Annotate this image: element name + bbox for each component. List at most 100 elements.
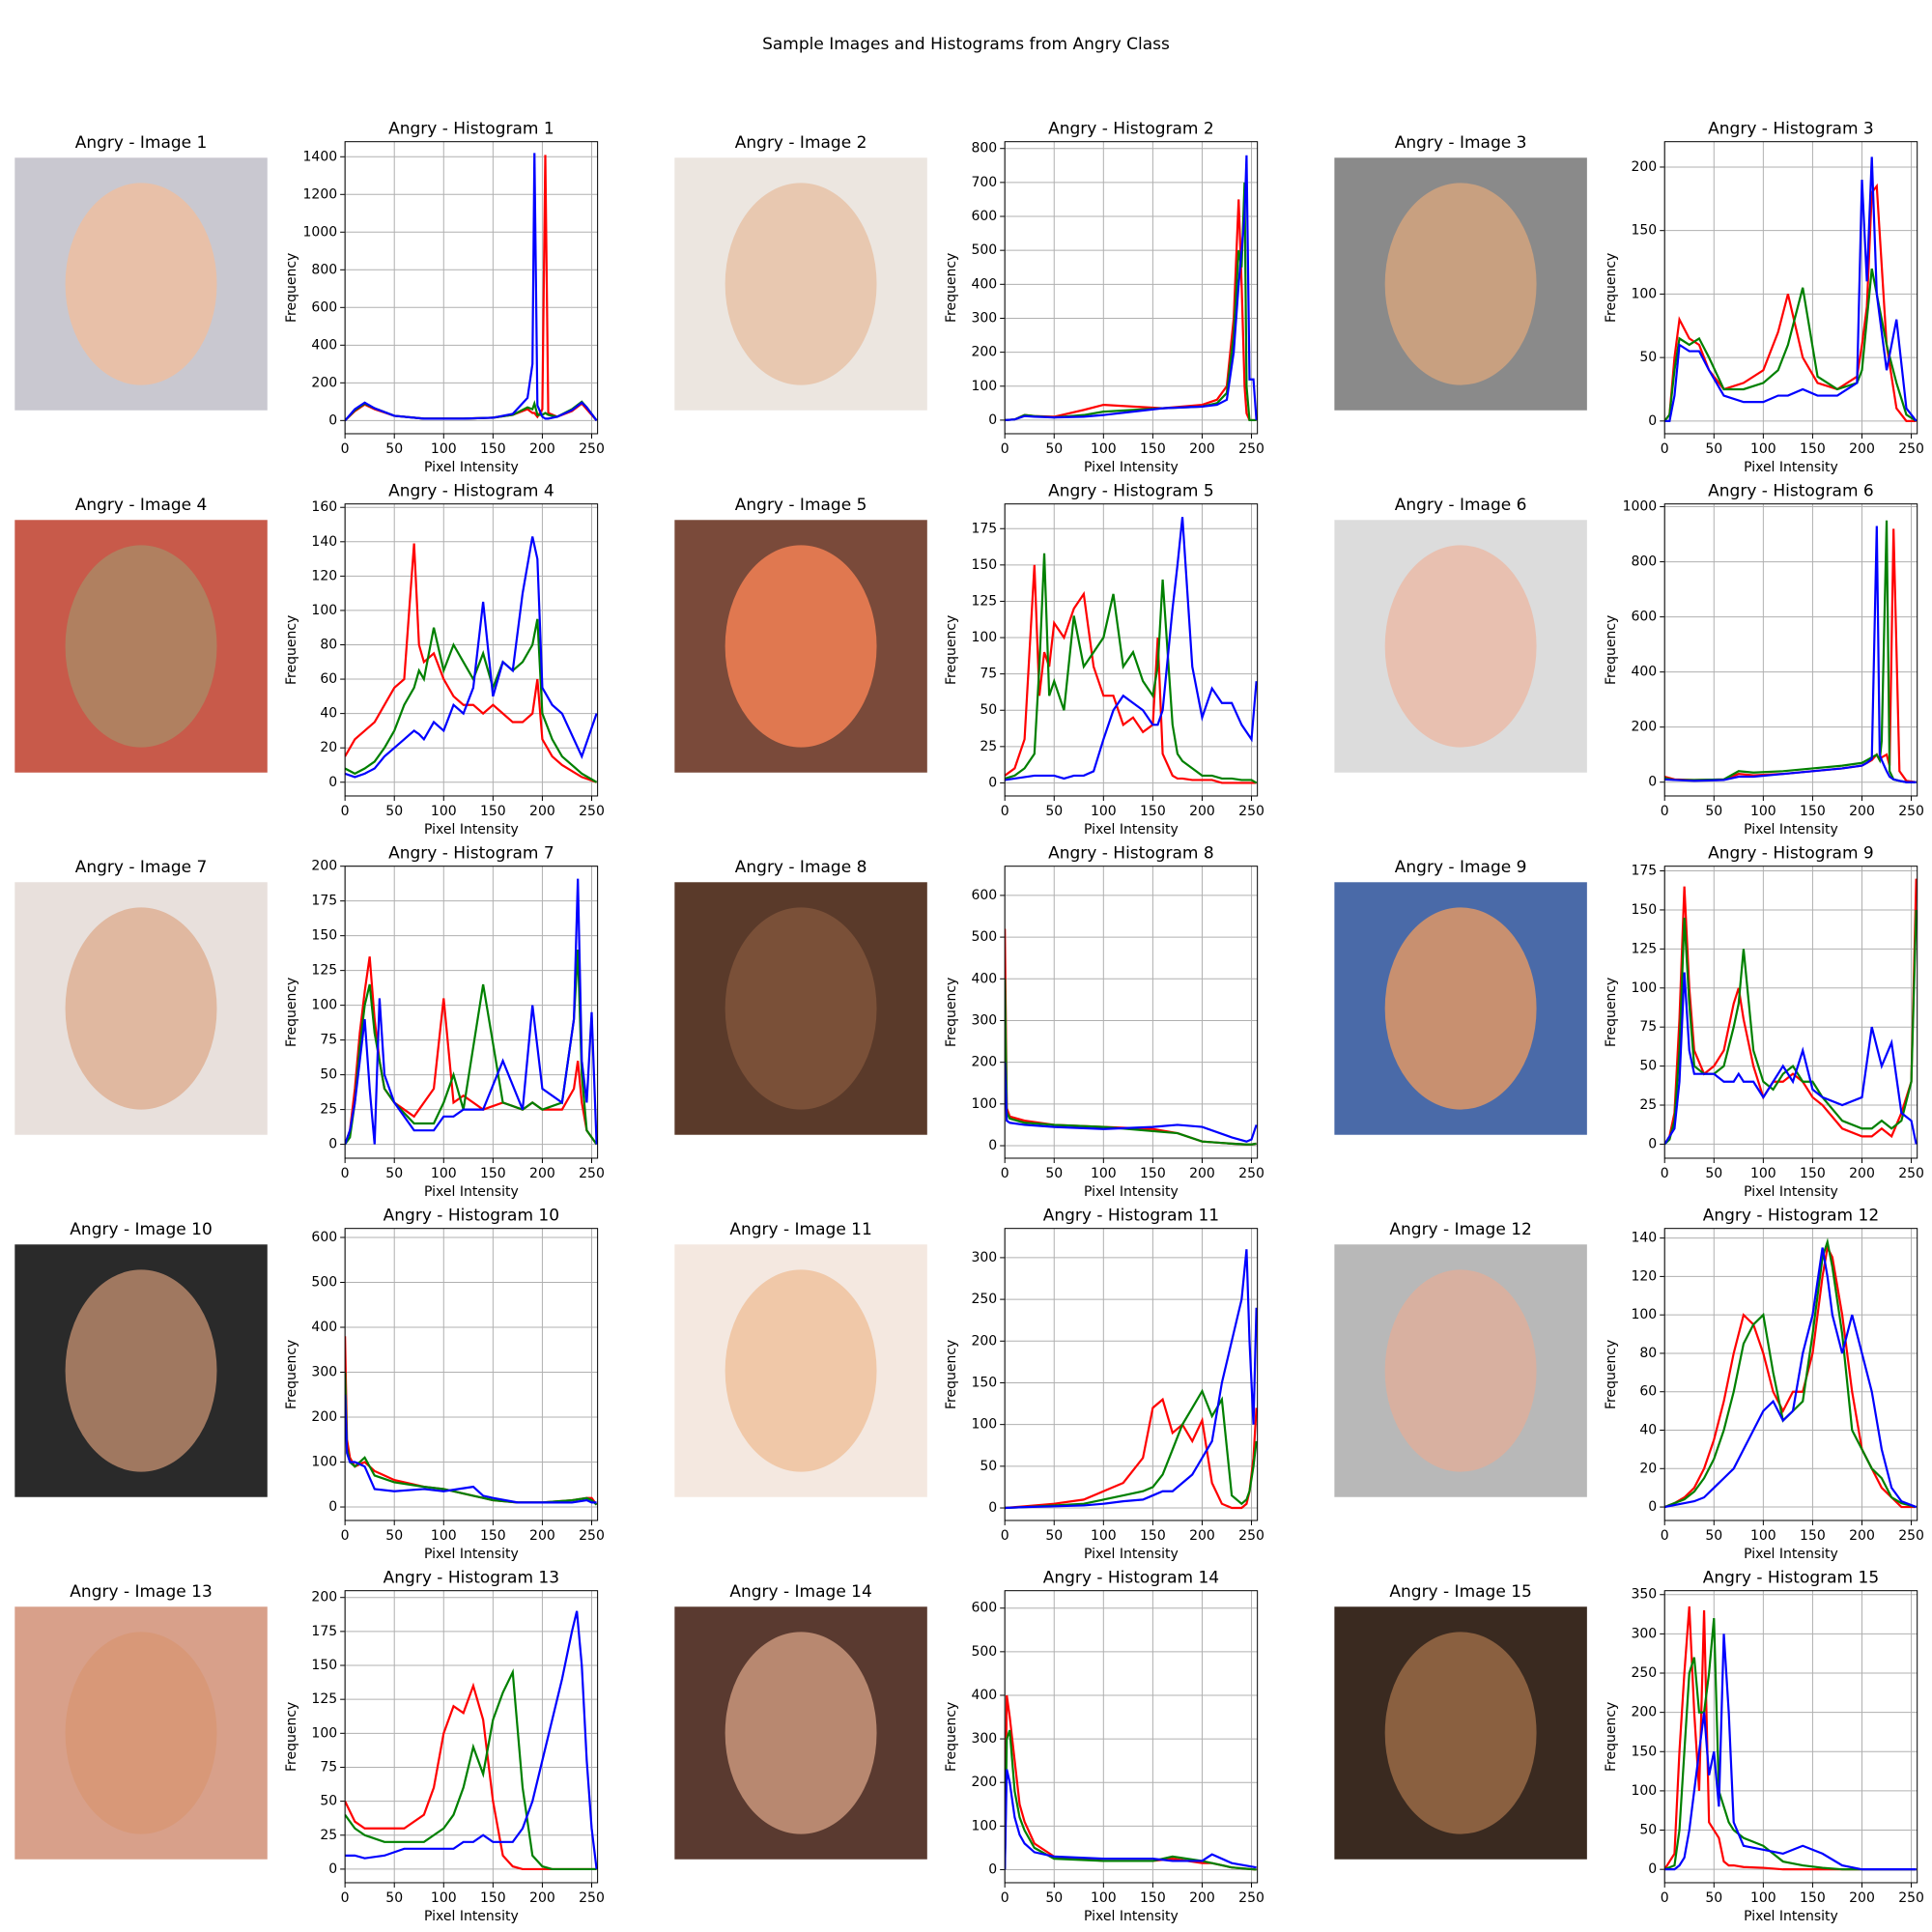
histogram-line — [1005, 182, 1257, 422]
x-tick-label: 250 — [579, 804, 605, 819]
x-axis-label: Pixel Intensity — [1084, 1909, 1179, 1924]
image-title: Angry - Image 13 — [70, 1582, 212, 1602]
photo-face — [65, 545, 217, 748]
x-tick-label: 150 — [1800, 1166, 1826, 1181]
y-tick-label: 50 — [320, 1794, 337, 1809]
y-tick-label: 100 — [971, 1096, 997, 1112]
histogram-panel: Angry - Histogram 4 0 20 40 60 80 100 120 140 160… — [284, 482, 605, 838]
photo-face — [1384, 183, 1537, 385]
x-tick-label: 0 — [341, 441, 350, 457]
histogram-panel: Angry - Histogram 8 0 100 200 300 400 500 600 0 5… — [944, 844, 1264, 1200]
x-tick-label: 250 — [1238, 441, 1264, 457]
image-title: Angry - Image 1 — [75, 133, 208, 153]
x-axis-label: Pixel Intensity — [1744, 1909, 1838, 1924]
y-axis-label: Frequency — [944, 978, 959, 1047]
y-tick-label: 50 — [980, 702, 997, 718]
histogram-panel: Angry - Histogram 2010020030040050060070… — [944, 120, 1264, 475]
chart-title: Angry - Histogram 11 — [1043, 1207, 1219, 1226]
y-tick-label: 400 — [971, 276, 997, 292]
image-panel: Angry - Image 13 — [14, 1582, 268, 1860]
y-tick-label: 140 — [1631, 1231, 1657, 1246]
x-tick-label: 150 — [1140, 1166, 1166, 1181]
y-tick-label: 200 — [971, 1775, 997, 1790]
y-tick-label: 20 — [320, 740, 337, 755]
x-tick-label: 100 — [1091, 804, 1117, 819]
histogram-line — [345, 536, 598, 779]
x-tick-label: 250 — [1238, 1166, 1264, 1181]
y-tick-label: 80 — [320, 637, 337, 652]
image-title: Angry - Image 2 — [735, 133, 867, 153]
y-tick-label: 175 — [311, 1624, 337, 1639]
histogram-line — [1005, 155, 1258, 422]
y-tick-label: 40 — [320, 706, 337, 722]
y-tick-label: 600 — [1631, 610, 1657, 625]
x-tick-label: 200 — [529, 1890, 555, 1906]
y-tick-label: 200 — [311, 375, 337, 390]
image-panel: Angry - Image 10 — [14, 1220, 268, 1497]
histogram-line — [345, 1610, 598, 1870]
x-tick-label: 200 — [1189, 804, 1215, 819]
y-tick-label: 600 — [311, 1230, 337, 1245]
y-tick-label: 100 — [1631, 1307, 1657, 1322]
y-tick-label: 400 — [971, 1688, 997, 1703]
plot-frame — [1004, 1228, 1259, 1521]
histogram-line — [1664, 268, 1918, 422]
chart-title: Angry - Histogram 1 — [388, 120, 554, 139]
x-tick-label: 100 — [1091, 1528, 1117, 1544]
chart-title: Angry - Histogram 2 — [1048, 120, 1214, 139]
histogram-panel: Angry - Histogram 15 0 50 100 150 200 250 300 35… — [1604, 1569, 1924, 1924]
y-tick-label: 500 — [971, 929, 997, 945]
histogram-panel: Angry - Histogram 3 0 50 100 150 200 0 50 100 150… — [1604, 120, 1924, 475]
histogram-line — [1664, 1247, 1918, 1509]
x-tick-label: 200 — [1189, 1528, 1215, 1544]
histogram-line — [1664, 1237, 1917, 1509]
chart-title: Angry - Histogram 6 — [1708, 482, 1874, 501]
y-tick-label: 0 — [1648, 775, 1657, 790]
y-tick-label: 0 — [988, 1138, 997, 1153]
x-axis-label: Pixel Intensity — [424, 1184, 519, 1200]
image-title: Angry - Image 11 — [729, 1220, 871, 1239]
histogram-line — [1664, 909, 1918, 1146]
x-tick-label: 50 — [1045, 1528, 1063, 1544]
x-tick-label: 200 — [1189, 441, 1215, 457]
y-tick-label: 150 — [311, 928, 337, 944]
y-tick-label: 100 — [311, 1725, 337, 1741]
histogram-line — [1664, 526, 1917, 783]
histogram-panel: Angry - Histogram 1020040060080010001200… — [284, 120, 605, 475]
histogram-panel: Angry - Histogram 13 0 25 50 75 100 125 150 175 2… — [284, 1569, 605, 1924]
histogram-line — [1664, 1618, 1917, 1871]
x-tick-label: 250 — [1898, 1166, 1924, 1181]
x-tick-label: 0 — [1001, 441, 1009, 457]
x-tick-label: 200 — [1849, 1166, 1875, 1181]
plot-frame — [344, 503, 599, 797]
x-tick-label: 250 — [1238, 1890, 1264, 1906]
histogram-line — [1005, 1062, 1258, 1143]
plot-frame — [344, 1590, 599, 1884]
y-tick-label: 40 — [1639, 1423, 1657, 1438]
x-tick-label: 0 — [1661, 1166, 1669, 1181]
y-tick-label: 500 — [971, 1644, 997, 1660]
y-tick-label: 50 — [320, 1067, 337, 1083]
histogram-line — [345, 543, 597, 783]
histogram-line — [1005, 928, 1257, 1146]
photo-face — [724, 183, 877, 385]
y-axis-label: Frequency — [944, 1340, 959, 1409]
x-axis-label: Pixel Intensity — [1744, 460, 1838, 475]
y-axis-label: Frequency — [284, 978, 299, 1047]
x-tick-label: 100 — [1750, 1528, 1776, 1544]
plot-frame — [1004, 866, 1259, 1159]
image-panel: Angry - Image 12 — [1334, 1220, 1587, 1497]
y-tick-label: 50 — [1639, 1823, 1657, 1838]
x-tick-label: 100 — [1091, 1166, 1117, 1181]
image-title: Angry - Image 7 — [75, 858, 208, 877]
image-title: Angry - Image 9 — [1395, 858, 1527, 877]
image-title: Angry - Image 3 — [1395, 133, 1527, 153]
x-tick-label: 50 — [1705, 1890, 1722, 1906]
x-tick-label: 150 — [1140, 441, 1166, 457]
x-tick-label: 150 — [480, 1890, 506, 1906]
y-tick-label: 150 — [1631, 223, 1657, 239]
y-tick-label: 100 — [1631, 1783, 1657, 1799]
y-tick-label: 0 — [988, 1500, 997, 1516]
x-tick-label: 0 — [341, 1528, 350, 1544]
plot-frame — [344, 141, 599, 435]
